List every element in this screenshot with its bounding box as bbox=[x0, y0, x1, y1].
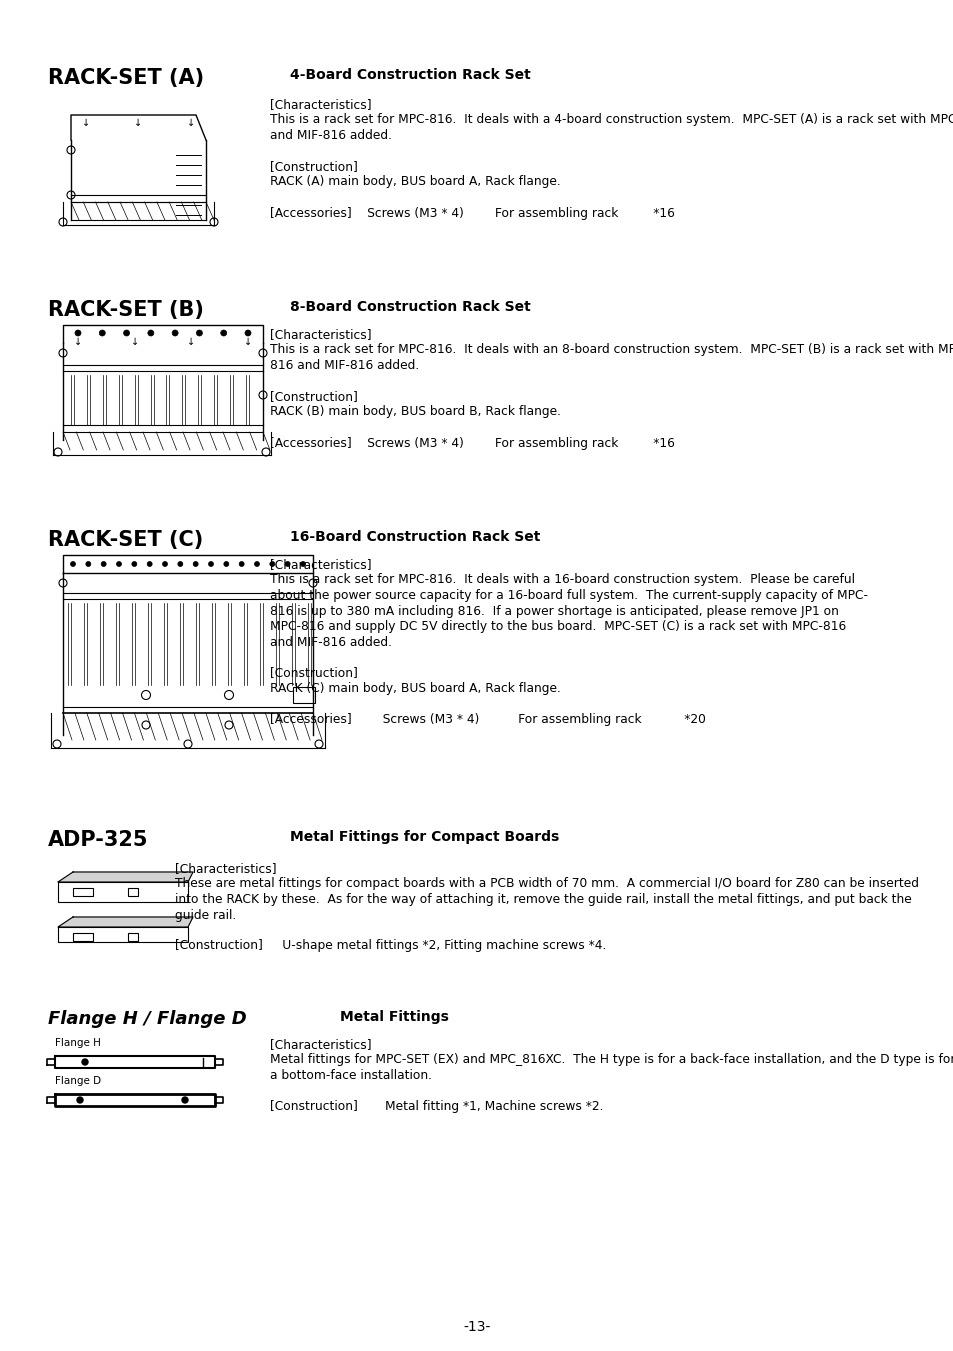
Text: [Construction]       Metal fitting *1, Machine screws *2.: [Construction] Metal fitting *1, Machine… bbox=[270, 1100, 603, 1113]
Text: ↓: ↓ bbox=[134, 118, 142, 128]
Circle shape bbox=[196, 330, 202, 336]
Circle shape bbox=[239, 562, 244, 566]
Text: Metal Fittings: Metal Fittings bbox=[339, 1011, 449, 1024]
Text: [Construction]: [Construction] bbox=[270, 159, 357, 173]
Text: 8-Board Construction Rack Set: 8-Board Construction Rack Set bbox=[290, 300, 530, 313]
Circle shape bbox=[254, 562, 259, 566]
Polygon shape bbox=[58, 927, 188, 942]
Circle shape bbox=[77, 1097, 83, 1102]
Polygon shape bbox=[47, 1059, 55, 1065]
Circle shape bbox=[75, 330, 81, 336]
Circle shape bbox=[270, 562, 274, 566]
Text: ↓: ↓ bbox=[244, 336, 252, 347]
Text: 816 is up to 380 mA including 816.  If a power shortage is anticipated, please r: 816 is up to 380 mA including 816. If a … bbox=[270, 604, 838, 617]
Circle shape bbox=[220, 330, 227, 336]
Circle shape bbox=[162, 562, 168, 566]
Text: Flange H: Flange H bbox=[55, 1038, 101, 1048]
Text: ↓: ↓ bbox=[187, 118, 194, 128]
Circle shape bbox=[300, 562, 305, 566]
Polygon shape bbox=[214, 1097, 223, 1102]
Polygon shape bbox=[55, 1094, 214, 1106]
Text: RACK-SET (A): RACK-SET (A) bbox=[48, 68, 204, 88]
Text: Metal Fittings for Compact Boards: Metal Fittings for Compact Boards bbox=[290, 830, 558, 844]
Text: ↓: ↓ bbox=[131, 336, 138, 347]
Circle shape bbox=[209, 562, 213, 566]
Text: and MIF-816 added.: and MIF-816 added. bbox=[270, 128, 392, 142]
Text: 16-Board Construction Rack Set: 16-Board Construction Rack Set bbox=[290, 530, 539, 544]
Text: [Accessories]        Screws (M3 * 4)          For assembling rack           *20: [Accessories] Screws (M3 * 4) For assemb… bbox=[270, 713, 705, 725]
Circle shape bbox=[245, 330, 251, 336]
Text: -13-: -13- bbox=[463, 1320, 490, 1333]
Circle shape bbox=[71, 562, 75, 566]
Text: a bottom-face installation.: a bottom-face installation. bbox=[270, 1069, 432, 1082]
Polygon shape bbox=[63, 555, 313, 573]
Text: [Accessories]    Screws (M3 * 4)        For assembling rack         *16: [Accessories] Screws (M3 * 4) For assemb… bbox=[270, 207, 674, 219]
Polygon shape bbox=[55, 1056, 214, 1069]
Circle shape bbox=[116, 562, 121, 566]
Text: [Construction]: [Construction] bbox=[270, 390, 357, 403]
Circle shape bbox=[132, 562, 136, 566]
Polygon shape bbox=[63, 326, 263, 343]
Bar bbox=[128, 888, 138, 896]
Circle shape bbox=[177, 562, 183, 566]
Circle shape bbox=[285, 562, 290, 566]
Text: Metal fittings for MPC-SET (EX) and MPC_816XC.  The H type is for a back-face in: Metal fittings for MPC-SET (EX) and MPC_… bbox=[270, 1054, 953, 1066]
Text: [Characteristics]: [Characteristics] bbox=[270, 1038, 372, 1051]
Bar bbox=[73, 934, 92, 942]
Text: RACK-SET (C): RACK-SET (C) bbox=[48, 530, 203, 550]
Circle shape bbox=[148, 330, 153, 336]
Text: [Characteristics]: [Characteristics] bbox=[270, 328, 372, 340]
Bar bbox=[293, 688, 314, 703]
Text: [Characteristics]: [Characteristics] bbox=[174, 862, 276, 875]
Text: and MIF-816 added.: and MIF-816 added. bbox=[270, 635, 392, 648]
Text: RACK (B) main body, BUS board B, Rack flange.: RACK (B) main body, BUS board B, Rack fl… bbox=[270, 405, 560, 419]
Circle shape bbox=[182, 1097, 188, 1102]
Polygon shape bbox=[58, 917, 193, 927]
Circle shape bbox=[101, 562, 106, 566]
Text: This is a rack set for MPC-816.  It deals with a 16-board construction system.  : This is a rack set for MPC-816. It deals… bbox=[270, 574, 854, 586]
Circle shape bbox=[224, 562, 229, 566]
Text: [Construction]: [Construction] bbox=[270, 666, 357, 680]
Text: RACK-SET (B): RACK-SET (B) bbox=[48, 300, 204, 320]
Polygon shape bbox=[214, 1059, 223, 1065]
Text: This is a rack set for MPC-816.  It deals with a 4-board construction system.  M: This is a rack set for MPC-816. It deals… bbox=[270, 113, 953, 127]
Text: Flange D: Flange D bbox=[55, 1075, 101, 1086]
Text: [Characteristics]: [Characteristics] bbox=[270, 99, 372, 111]
Text: ADP-325: ADP-325 bbox=[48, 830, 149, 850]
Bar bbox=[128, 934, 138, 942]
Text: ↓: ↓ bbox=[74, 336, 82, 347]
Text: guide rail.: guide rail. bbox=[174, 908, 236, 921]
Text: Flange H / Flange D: Flange H / Flange D bbox=[48, 1011, 247, 1028]
Bar bbox=[73, 888, 92, 896]
Text: RACK (C) main body, BUS board A, Rack flange.: RACK (C) main body, BUS board A, Rack fl… bbox=[270, 682, 560, 694]
Circle shape bbox=[147, 562, 152, 566]
Text: RACK (A) main body, BUS board A, Rack flange.: RACK (A) main body, BUS board A, Rack fl… bbox=[270, 176, 560, 189]
Circle shape bbox=[193, 562, 198, 566]
Text: These are metal fittings for compact boards with a PCB width of 70 mm.  A commer: These are metal fittings for compact boa… bbox=[174, 878, 918, 890]
Text: ↓: ↓ bbox=[187, 336, 195, 347]
Circle shape bbox=[99, 330, 105, 336]
Circle shape bbox=[86, 562, 91, 566]
Text: This is a rack set for MPC-816.  It deals with an 8-board construction system.  : This is a rack set for MPC-816. It deals… bbox=[270, 343, 953, 357]
Polygon shape bbox=[58, 882, 188, 902]
Text: [Characteristics]: [Characteristics] bbox=[270, 558, 372, 571]
Text: [Accessories]    Screws (M3 * 4)        For assembling rack         *16: [Accessories] Screws (M3 * 4) For assemb… bbox=[270, 436, 674, 450]
Text: 4-Board Construction Rack Set: 4-Board Construction Rack Set bbox=[290, 68, 530, 82]
Circle shape bbox=[82, 1059, 88, 1065]
Polygon shape bbox=[58, 871, 193, 882]
Text: into the RACK by these.  As for the way of attaching it, remove the guide rail, : into the RACK by these. As for the way o… bbox=[174, 893, 911, 907]
Text: about the power source capacity for a 16-board full system.  The current-supply : about the power source capacity for a 16… bbox=[270, 589, 867, 603]
Polygon shape bbox=[47, 1097, 55, 1102]
Text: MPC-816 and supply DC 5V directly to the bus board.  MPC-SET (C) is a rack set w: MPC-816 and supply DC 5V directly to the… bbox=[270, 620, 845, 634]
Text: ↓: ↓ bbox=[82, 118, 90, 128]
Circle shape bbox=[124, 330, 130, 336]
Text: 816 and MIF-816 added.: 816 and MIF-816 added. bbox=[270, 359, 418, 372]
Circle shape bbox=[172, 330, 178, 336]
Text: [Construction]     U-shape metal fittings *2, Fitting machine screws *4.: [Construction] U-shape metal fittings *2… bbox=[174, 939, 606, 952]
